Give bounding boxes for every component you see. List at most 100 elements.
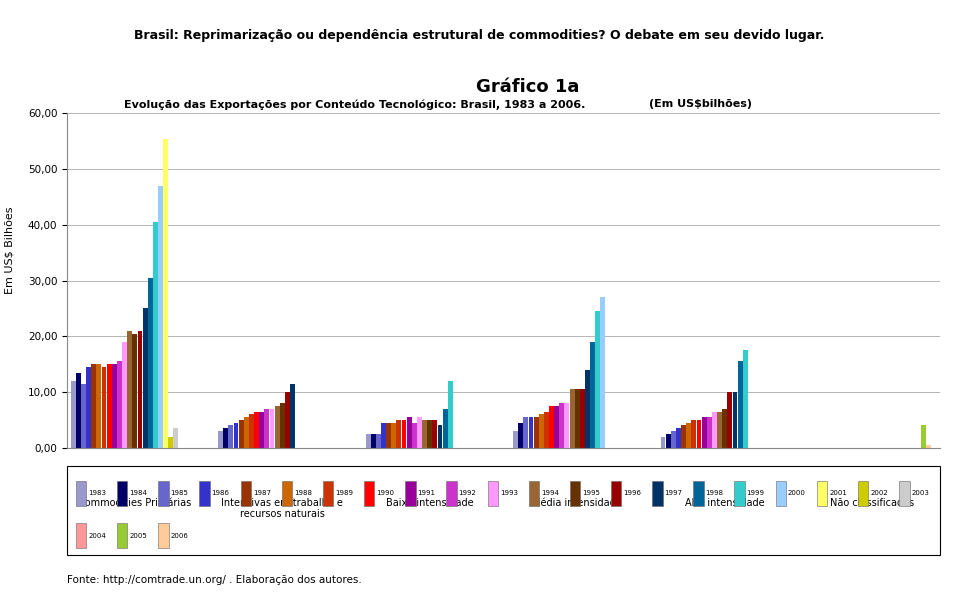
Bar: [585, 370, 590, 448]
Bar: [681, 426, 686, 448]
Bar: [396, 420, 402, 448]
Bar: [417, 417, 422, 448]
Bar: [364, 481, 374, 506]
Bar: [722, 409, 727, 448]
Bar: [269, 409, 274, 448]
Bar: [174, 428, 178, 448]
Text: Baixa intensidade: Baixa intensidade: [386, 498, 474, 508]
Text: 1983: 1983: [88, 490, 106, 497]
Bar: [666, 434, 670, 448]
Bar: [148, 278, 152, 448]
Bar: [249, 414, 254, 448]
Text: Em US$ Bilhões: Em US$ Bilhões: [5, 207, 14, 294]
Bar: [661, 436, 666, 448]
Bar: [446, 481, 456, 506]
Text: 1997: 1997: [665, 490, 683, 497]
Bar: [443, 409, 448, 448]
Bar: [405, 481, 415, 506]
Bar: [158, 523, 169, 548]
Bar: [76, 373, 81, 448]
Bar: [693, 481, 704, 506]
Bar: [596, 311, 600, 448]
Bar: [158, 186, 163, 448]
Text: Alta intensidade: Alta intensidade: [685, 498, 764, 508]
Bar: [407, 417, 411, 448]
Bar: [91, 364, 96, 448]
Bar: [422, 420, 427, 448]
Bar: [106, 364, 111, 448]
Bar: [513, 431, 518, 448]
Bar: [687, 423, 691, 448]
Bar: [128, 331, 132, 448]
Text: 1988: 1988: [293, 490, 312, 497]
Bar: [254, 411, 259, 448]
Text: 1993: 1993: [500, 490, 518, 497]
Text: 1984: 1984: [129, 490, 147, 497]
Text: 1990: 1990: [376, 490, 394, 497]
Bar: [137, 331, 142, 448]
Bar: [574, 389, 579, 448]
Bar: [117, 523, 128, 548]
Bar: [280, 403, 285, 448]
Bar: [528, 417, 533, 448]
Bar: [371, 434, 376, 448]
Text: Evolução das Exportações por Conteúdo Tecnológico: Brasil, 1983 a 2006.: Evolução das Exportações por Conteúdo Te…: [124, 99, 586, 110]
Text: Gráfico 1a: Gráfico 1a: [476, 78, 579, 96]
Bar: [676, 428, 681, 448]
Bar: [448, 381, 453, 448]
Bar: [228, 426, 233, 448]
Bar: [565, 403, 570, 448]
Text: 1986: 1986: [212, 490, 229, 497]
Text: Média intensidade: Média intensidade: [532, 498, 622, 508]
Bar: [163, 139, 168, 448]
Bar: [265, 409, 269, 448]
Bar: [590, 342, 595, 448]
Text: 2004: 2004: [88, 533, 105, 538]
Bar: [428, 420, 433, 448]
Bar: [143, 309, 148, 448]
Bar: [386, 423, 391, 448]
Text: Fonte: http://comtrade.un.org/ . Elaboração dos autores.: Fonte: http://comtrade.un.org/ . Elabora…: [67, 575, 362, 585]
Bar: [244, 417, 248, 448]
Bar: [487, 481, 498, 506]
Bar: [76, 481, 86, 506]
Bar: [533, 417, 539, 448]
Bar: [696, 420, 701, 448]
Bar: [570, 481, 580, 506]
Text: 2006: 2006: [171, 533, 188, 538]
Text: 2003: 2003: [911, 490, 929, 497]
Bar: [391, 423, 396, 448]
Bar: [169, 436, 174, 448]
Bar: [241, 481, 251, 506]
Bar: [376, 434, 381, 448]
Bar: [691, 420, 696, 448]
Bar: [282, 481, 292, 506]
Bar: [539, 414, 544, 448]
Bar: [735, 481, 745, 506]
Bar: [117, 361, 122, 448]
Bar: [274, 406, 280, 448]
Bar: [199, 481, 210, 506]
Bar: [926, 445, 931, 448]
Bar: [81, 384, 86, 448]
Bar: [727, 392, 733, 448]
Bar: [152, 222, 158, 448]
Bar: [86, 367, 91, 448]
Bar: [858, 481, 869, 506]
Text: 1989: 1989: [335, 490, 353, 497]
Text: 2002: 2002: [870, 490, 888, 497]
Bar: [900, 481, 910, 506]
Bar: [524, 417, 528, 448]
Bar: [712, 411, 716, 448]
Bar: [112, 364, 117, 448]
Bar: [323, 481, 334, 506]
Bar: [117, 481, 128, 506]
Bar: [737, 361, 742, 448]
Bar: [600, 297, 605, 448]
Text: Brasil: Reprimarização ou dependência estrutural de commodities? O debate em seu: Brasil: Reprimarização ou dependência es…: [134, 29, 825, 42]
Text: 2001: 2001: [829, 490, 847, 497]
Bar: [76, 523, 86, 548]
Text: 1987: 1987: [253, 490, 270, 497]
Bar: [817, 481, 828, 506]
Bar: [743, 350, 748, 448]
